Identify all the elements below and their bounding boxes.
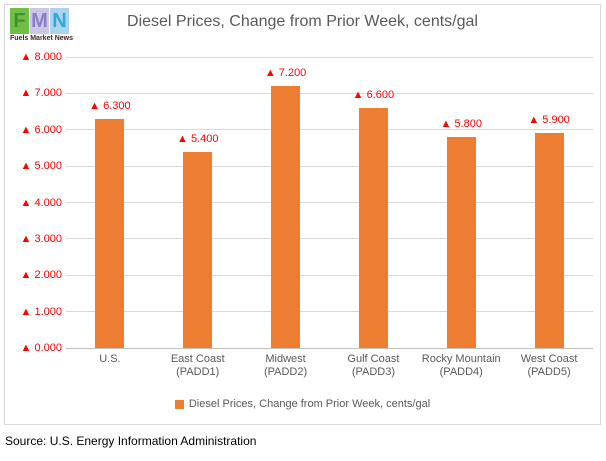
bar-value-label: ▲ 6.600 [352, 88, 395, 101]
bar-value-label: ▲ 5.800 [440, 118, 482, 131]
bar-value-label: ▲ 5.400 [177, 132, 219, 145]
x-axis-category-label: Gulf Coast (PADD3) [347, 353, 400, 378]
y-axis-tick-label: ▲ 7.000 [20, 87, 62, 100]
x-axis-line [66, 347, 593, 349]
x-axis-category-label: West Coast (PADD5) [520, 353, 578, 378]
logo-caption: Fuels Market News [10, 35, 74, 42]
gridline [66, 202, 593, 203]
y-axis-tick-label: ▲ 3.000 [20, 232, 62, 245]
logo-letter-f: F [10, 8, 29, 34]
y-axis-tick-label: ▲ 5.000 [20, 160, 62, 173]
y-axis-tick-label: ▲ 8.000 [20, 51, 62, 63]
logo-letter-n: N [50, 8, 69, 34]
gridline [66, 129, 593, 131]
bar-value-label: ▲ 7.200 [264, 67, 307, 80]
gridline [66, 56, 593, 58]
bar [534, 133, 564, 348]
y-axis-tick-label: ▲ 0.000 [20, 342, 62, 354]
bar [183, 151, 213, 348]
y-axis-tick-label: ▲ 6.000 [20, 123, 62, 136]
gridline [66, 311, 593, 313]
y-axis-tick-label: ▲ 1.000 [20, 305, 62, 318]
y-axis-tick-label: ▲ 2.000 [20, 269, 62, 282]
gridline [66, 92, 593, 94]
gridline [66, 274, 593, 276]
legend-label: Diesel Prices, Change from Prior Week, c… [188, 398, 431, 410]
gridline [66, 238, 593, 240]
bar [95, 118, 125, 348]
x-axis-category-label: Midwest (PADD2) [263, 353, 308, 378]
bar-value-label: ▲ 5.900 [528, 114, 570, 127]
bar [446, 137, 476, 348]
fmn-logo: F M N Fuels Market News [10, 8, 74, 42]
legend-swatch [174, 399, 184, 409]
legend: Diesel Prices, Change from Prior Week, c… [4, 396, 601, 412]
gridline [66, 165, 593, 167]
source-note: Source: U.S. Energy Information Administ… [5, 434, 257, 448]
bar [271, 86, 301, 348]
bar [358, 107, 388, 348]
x-axis-category-label: Rocky Mountain (PADD4) [421, 353, 501, 378]
bar-value-label: ▲ 6.300 [89, 99, 131, 112]
y-axis-tick-label: ▲ 4.000 [20, 196, 62, 209]
x-axis-category-label: U.S. [99, 353, 121, 365]
fmn-logo-tiles: F M N [10, 8, 72, 34]
chart-title: Diesel Prices, Change from Prior Week, c… [127, 13, 478, 30]
logo-letter-m: M [30, 8, 49, 34]
x-axis-category-label: East Coast (PADD1) [170, 353, 225, 378]
